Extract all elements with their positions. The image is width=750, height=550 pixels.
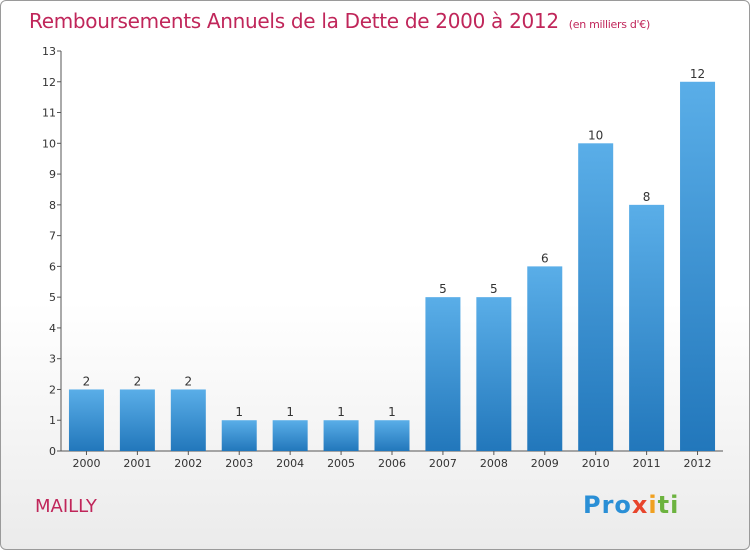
- x-tick-label: 2011: [633, 457, 661, 470]
- bar-value-label: 1: [388, 405, 396, 419]
- x-tick-label: 2000: [72, 457, 100, 470]
- chart-unit: (en milliers d'€): [568, 18, 650, 31]
- y-tick-label: 7: [49, 230, 56, 243]
- chart-title: Remboursements Annuels de la Dette de 20…: [29, 9, 650, 33]
- bar: [119, 389, 155, 451]
- y-tick-label: 9: [49, 168, 56, 181]
- logo-part-1: Pro: [583, 491, 632, 519]
- x-tick-label: 2005: [327, 457, 355, 470]
- x-tick-label: 2012: [684, 457, 712, 470]
- bar: [272, 420, 308, 451]
- bar-value-label: 5: [490, 282, 498, 296]
- logo-part-4: ti: [657, 491, 680, 519]
- y-tick-label: 5: [49, 291, 56, 304]
- logo-part-2: x: [631, 491, 649, 519]
- bar: [323, 420, 359, 451]
- bar-value-label: 6: [541, 251, 549, 265]
- x-tick-label: 2001: [123, 457, 151, 470]
- x-tick-label: 2010: [582, 457, 610, 470]
- bar: [578, 143, 614, 452]
- x-tick-label: 2006: [378, 457, 406, 470]
- y-tick-label: 1: [49, 414, 56, 427]
- y-tick-label: 12: [42, 76, 56, 89]
- x-tick-label: 2004: [276, 457, 304, 470]
- y-tick-label: 3: [49, 353, 56, 366]
- bar-value-label: 2: [134, 374, 142, 388]
- y-tick-label: 2: [49, 383, 56, 396]
- y-tick-label: 8: [49, 199, 56, 212]
- bar-value-label: 1: [235, 405, 243, 419]
- chart-title-text: Remboursements Annuels de la Dette de 20…: [29, 9, 559, 33]
- bar: [68, 389, 104, 451]
- bar-value-label: 1: [286, 405, 294, 419]
- y-tick-label: 10: [42, 137, 56, 150]
- bar-value-label: 5: [439, 282, 447, 296]
- y-tick-label: 13: [42, 45, 56, 58]
- y-tick-label: 11: [42, 107, 56, 120]
- bar: [425, 297, 461, 451]
- bar-value-label: 8: [643, 190, 651, 204]
- y-tick-label: 6: [49, 260, 56, 273]
- bar-value-label: 2: [184, 374, 192, 388]
- x-tick-label: 2002: [174, 457, 202, 470]
- bar: [629, 204, 665, 451]
- x-tick-label: 2008: [480, 457, 508, 470]
- bar-value-label: 1: [337, 405, 345, 419]
- x-tick-label: 2007: [429, 457, 457, 470]
- bar-value-label: 2: [83, 374, 91, 388]
- bar-value-label: 10: [588, 128, 603, 142]
- bar: [170, 389, 206, 451]
- commune-name: MAILLY: [35, 496, 97, 517]
- x-tick-label: 2003: [225, 457, 253, 470]
- bar: [476, 297, 512, 451]
- bar: [221, 420, 257, 451]
- bar: [680, 81, 716, 452]
- logo-part-3: i: [648, 491, 658, 519]
- x-tick-label: 2009: [531, 457, 559, 470]
- bar: [527, 266, 563, 451]
- bar-value-label: 12: [690, 67, 705, 81]
- bar: [374, 420, 410, 451]
- proxiti-logo: Proxiti: [583, 491, 679, 519]
- y-tick-label: 4: [49, 322, 56, 335]
- y-tick-label: 0: [49, 445, 56, 458]
